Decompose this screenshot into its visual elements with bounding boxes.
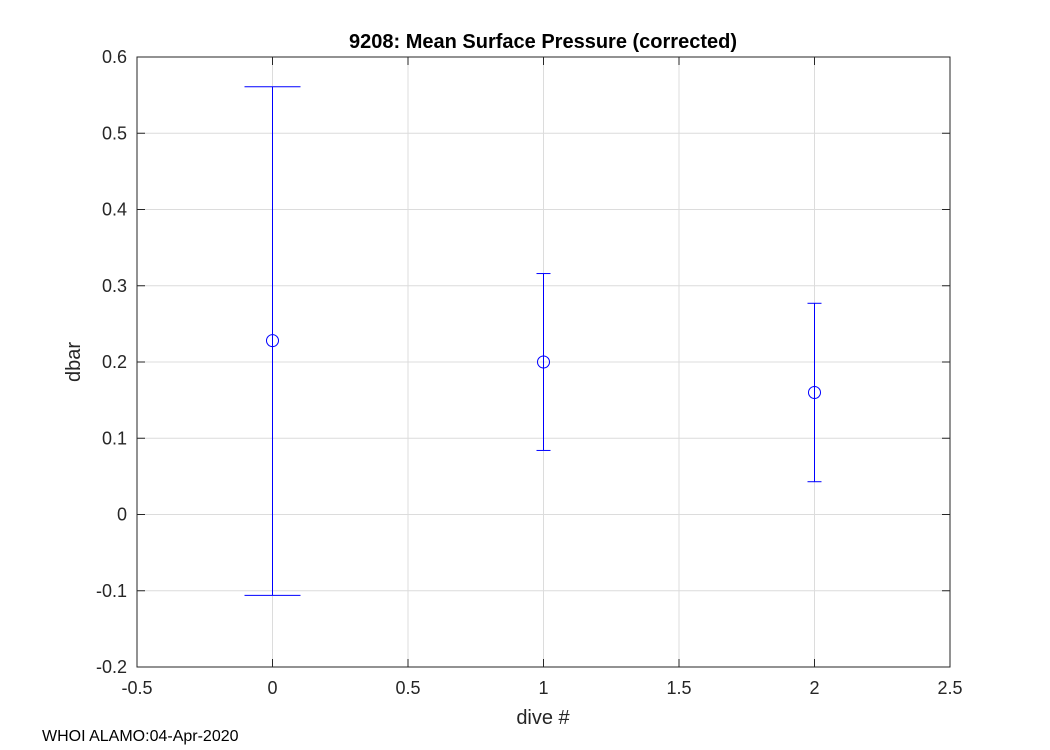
data-point bbox=[537, 355, 550, 369]
data-series bbox=[244, 86, 822, 596]
y-tick-label: 0.1 bbox=[102, 428, 127, 448]
y-tick-label: 0 bbox=[117, 505, 127, 525]
y-tick-label: 0.3 bbox=[102, 276, 127, 296]
axis-ticks bbox=[136, 56, 951, 668]
y-axis-tick-labels: -0.2 -0.1 0 0.1 0.2 0.3 0.4 0.5 0.6 bbox=[96, 47, 127, 677]
y-tick-label: 0.5 bbox=[102, 123, 127, 143]
x-axis-label: dive # bbox=[516, 707, 570, 729]
x-tick-label: 2.5 bbox=[937, 678, 962, 698]
y-tick-label: 0.4 bbox=[102, 200, 127, 220]
y-tick-label: 0.2 bbox=[102, 352, 127, 372]
data-point bbox=[266, 334, 279, 348]
y-tick-label: -0.2 bbox=[96, 657, 127, 677]
x-axis-tick-labels: -0.5 0 0.5 1 1.5 2 2.5 bbox=[121, 678, 962, 698]
x-tick-label: -0.5 bbox=[121, 678, 152, 698]
x-tick-label: 0 bbox=[267, 678, 277, 698]
data-point bbox=[808, 386, 821, 399]
x-tick-label: 2 bbox=[809, 678, 819, 698]
chart-title: 9208: Mean Surface Pressure (corrected) bbox=[349, 31, 737, 53]
y-tick-label: -0.1 bbox=[96, 581, 127, 601]
x-tick-label: 1.5 bbox=[666, 678, 691, 698]
footer-note: WHOI ALAMO:04-Apr-2020 bbox=[42, 728, 239, 745]
y-axis-label: dbar bbox=[63, 342, 85, 382]
x-tick-label: 1 bbox=[538, 678, 548, 698]
x-tick-label: 0.5 bbox=[395, 678, 420, 698]
y-tick-label: 0.6 bbox=[102, 47, 127, 67]
